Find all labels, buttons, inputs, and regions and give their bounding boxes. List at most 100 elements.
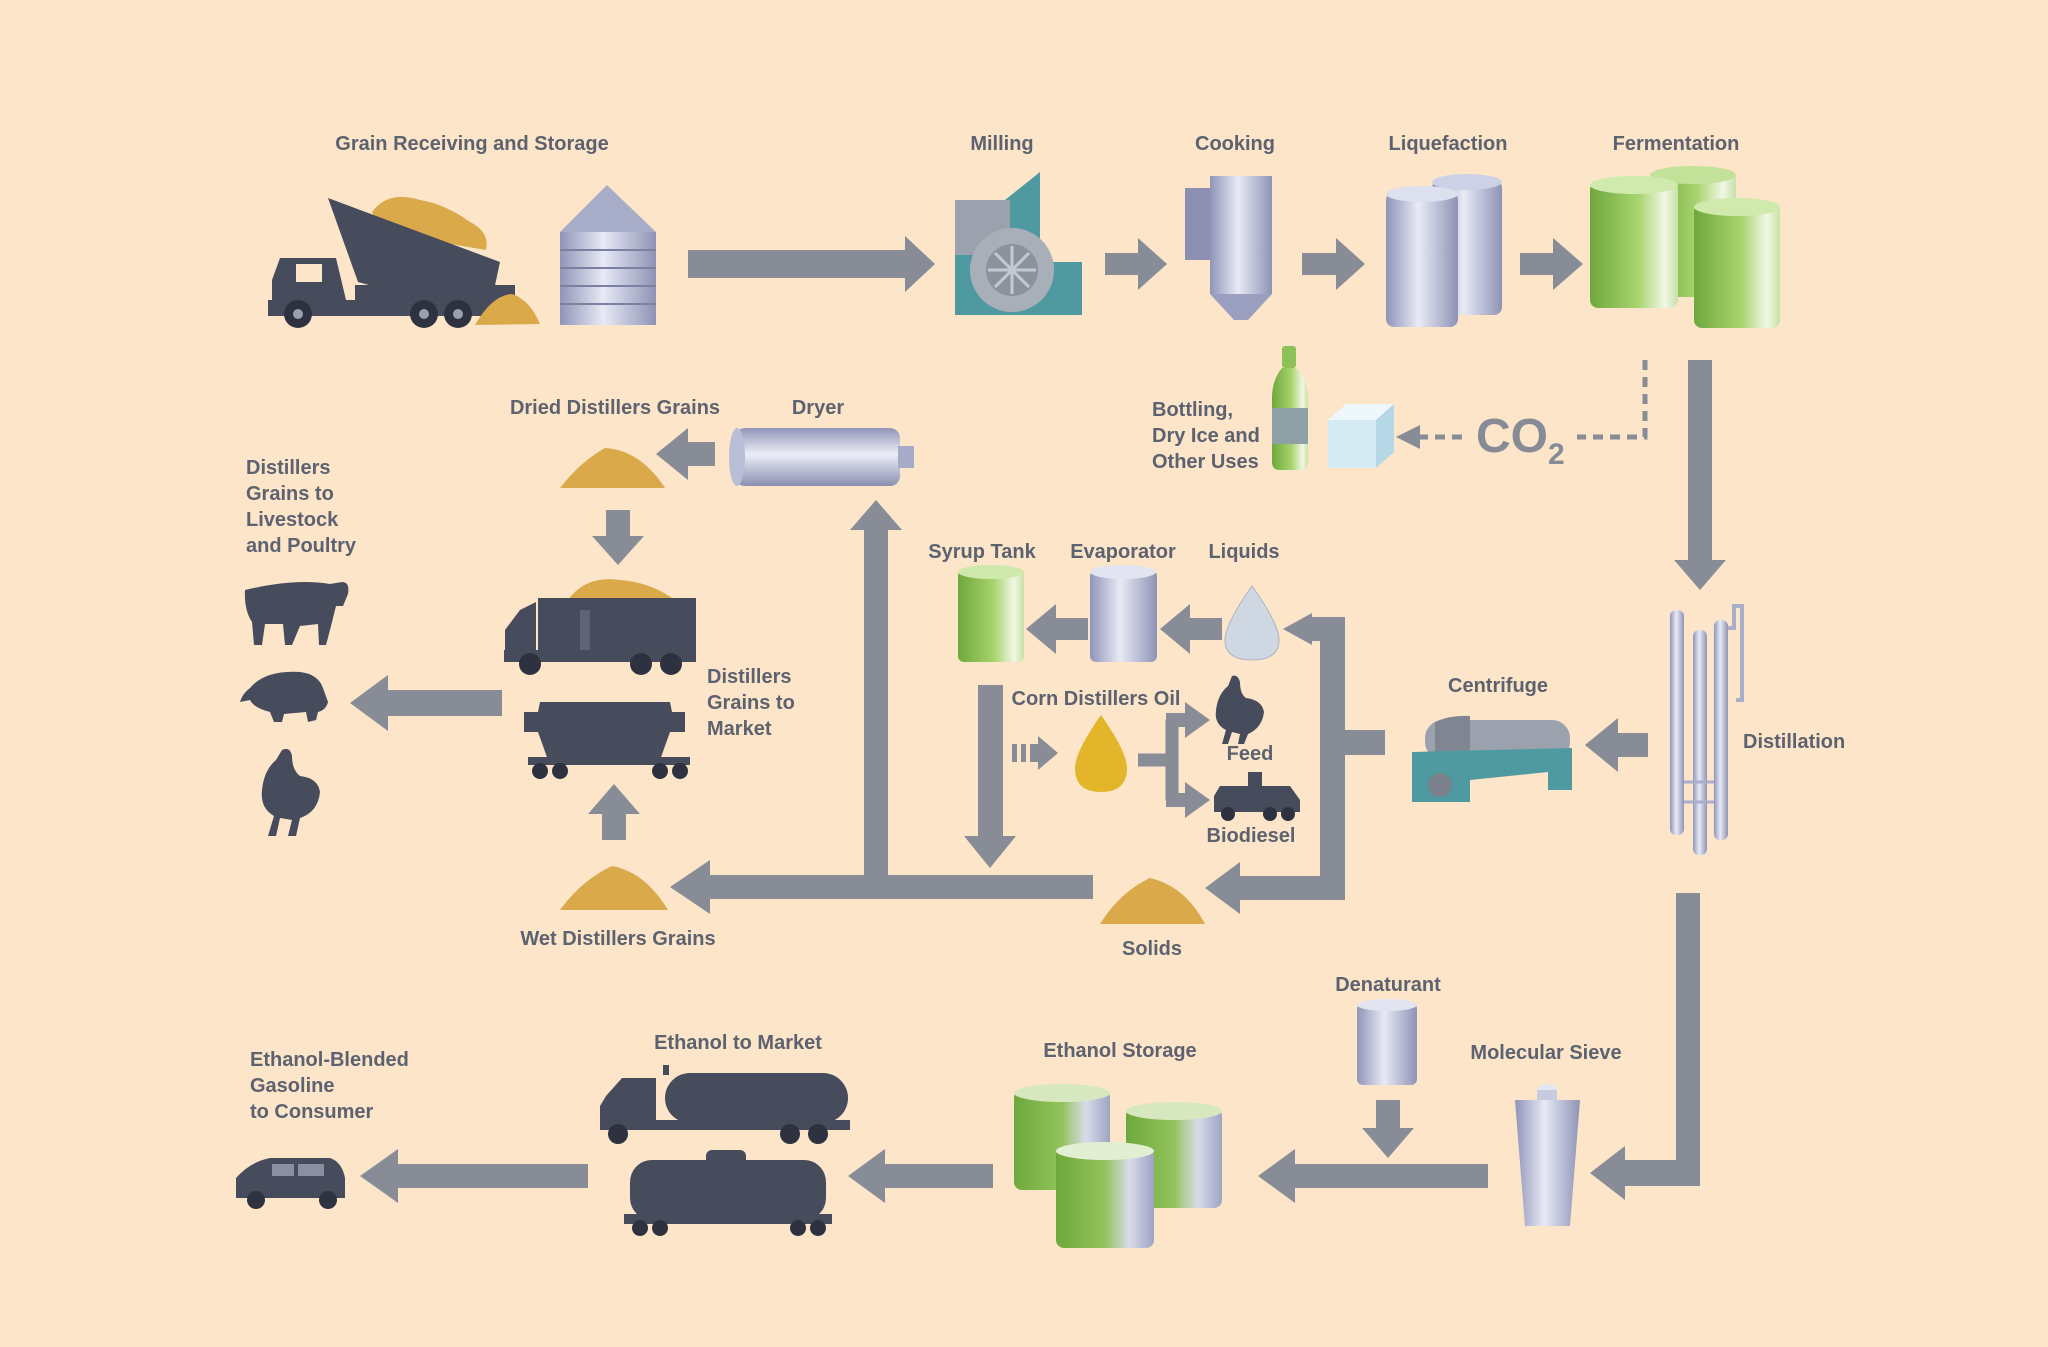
arrow-storage-to-milling — [688, 236, 935, 292]
arrow-syrup-down — [964, 685, 1016, 868]
syrup-tank-icon — [958, 565, 1024, 662]
arrow-sieve-to-storage — [1258, 1149, 1488, 1203]
label-market-line-3: Market — [707, 718, 772, 740]
label-ethanol-to-market: Ethanol to Market — [654, 1032, 822, 1054]
label-bottling-line-1: Bottling, — [1152, 399, 1233, 421]
label-syrup-tank: Syrup Tank — [928, 541, 1036, 563]
label-co2-main: CO — [1476, 410, 1548, 463]
dump-truck-icon — [268, 196, 540, 328]
arrow-fermentation-to-distillation — [1674, 360, 1726, 590]
evaporator-icon — [1090, 565, 1157, 662]
arrow-market-to-consumer — [360, 1149, 588, 1203]
silo-icon — [560, 185, 656, 325]
semi-truck-icon — [1214, 772, 1300, 821]
label-fermentation: Fermentation — [1613, 133, 1740, 155]
arrow-to-corn-oil — [1030, 736, 1058, 770]
feed-chicken-icon — [1215, 675, 1264, 744]
arrow-dried-grains-down — [592, 510, 644, 565]
label-ethanol-storage: Ethanol Storage — [1043, 1040, 1196, 1062]
label-centrifuge: Centrifuge — [1448, 675, 1548, 697]
arrow-cooking-to-liquefaction — [1302, 238, 1365, 290]
label-dryer: Dryer — [792, 397, 844, 419]
mill-icon — [955, 172, 1082, 315]
tanker-truck-icon — [600, 1065, 850, 1144]
dry-ice-icon — [1328, 404, 1394, 468]
label-wet-distillers-grains: Wet Distillers Grains — [520, 928, 715, 950]
label-denaturant: Denaturant — [1335, 974, 1441, 996]
tank-car-icon — [624, 1150, 832, 1236]
label-co2-subscript: 2 — [1548, 438, 1565, 471]
label-livestock-line-3: Livestock — [246, 509, 339, 531]
train-hopper-icon — [524, 702, 690, 779]
liquid-drop-icon — [1224, 585, 1280, 661]
label-cooking: Cooking — [1195, 133, 1275, 155]
label-liquids: Liquids — [1208, 541, 1279, 563]
denaturant-tank-icon — [1357, 999, 1417, 1085]
ethanol-storage-tanks-icon — [1014, 1084, 1222, 1248]
label-market-line-1: Distillers — [707, 666, 791, 688]
label-corn-distillers-oil: Corn Distillers Oil — [1012, 688, 1181, 710]
stage-labels: Grain Receiving and Storage Milling Cook… — [246, 133, 1845, 1123]
oil-drop-icon — [1075, 715, 1127, 792]
label-livestock-line-1: Distillers — [246, 457, 330, 479]
label-bottling-line-2: Dry Ice and — [1152, 425, 1260, 447]
label-biodiesel: Biodiesel — [1207, 825, 1296, 847]
label-molecular-sieve: Molecular Sieve — [1470, 1042, 1621, 1064]
car-icon — [236, 1158, 345, 1209]
molecular-sieve-icon — [1515, 1084, 1580, 1226]
chicken-icon — [261, 748, 320, 836]
arrow-market-to-livestock — [350, 675, 502, 731]
label-distillation: Distillation — [1743, 731, 1845, 753]
arrow-distillation-to-centrifuge — [1585, 718, 1648, 772]
label-dried-distillers-grains: Dried Distillers Grains — [510, 397, 720, 419]
pig-icon — [240, 671, 328, 722]
label-livestock-line-2: Grains to — [246, 483, 334, 505]
label-consumer-line-3: to Consumer — [250, 1101, 374, 1123]
bottle-icon — [1272, 346, 1308, 470]
label-evaporator: Evaporator — [1070, 541, 1176, 563]
label-grain-receiving: Grain Receiving and Storage — [335, 133, 608, 155]
label-feed: Feed — [1227, 743, 1274, 765]
arrow-denaturant-down — [1362, 1100, 1414, 1158]
arrow-wet-grains-up — [588, 784, 640, 840]
split-trunk — [1320, 617, 1345, 900]
label-consumer-line-2: Gasoline — [250, 1075, 334, 1097]
arrow-up-to-dryer — [850, 500, 902, 875]
arrow-oil-to-feed — [1166, 702, 1210, 738]
arrow-to-liquids — [1283, 613, 1320, 645]
wet-grain-pile-icon — [560, 866, 668, 910]
label-co2: CO2 — [1476, 410, 1565, 471]
label-consumer-line-1: Ethanol-Blended — [250, 1049, 409, 1071]
arrow-evaporator-to-syrup — [1026, 604, 1088, 654]
oil-dash-2 — [1021, 744, 1026, 762]
co2-dashed-line — [1420, 360, 1648, 440]
label-bottling-line-3: Other Uses — [1152, 451, 1259, 473]
co2-arrowhead — [1396, 425, 1420, 449]
arrow-distillation-to-sieve — [1590, 893, 1700, 1200]
flow-arrows — [350, 236, 1726, 1203]
label-market-line-2: Grains to — [707, 692, 795, 714]
split-stub — [1345, 730, 1385, 755]
oil-branch — [1138, 720, 1179, 800]
oil-dash-1 — [1012, 744, 1017, 762]
label-liquefaction: Liquefaction — [1389, 133, 1508, 155]
arrow-liquefaction-to-fermentation — [1520, 238, 1583, 290]
grain-pile-icon — [560, 448, 665, 488]
arrow-dryer-to-dried-grains — [656, 428, 715, 480]
label-milling: Milling — [970, 133, 1033, 155]
fermentation-tanks-icon — [1590, 166, 1780, 328]
label-solids: Solids — [1122, 938, 1182, 960]
cooker-icon — [1185, 176, 1272, 320]
solids-pile-icon — [1100, 878, 1205, 924]
arrow-to-wet-grains — [670, 860, 1093, 914]
dryer-icon — [729, 428, 914, 486]
arrow-storage-to-market — [848, 1149, 993, 1203]
arrow-to-solids — [1205, 862, 1320, 914]
liquefaction-tanks-icon — [1386, 174, 1502, 327]
cow-icon — [244, 582, 349, 645]
arrow-milling-to-cooking — [1105, 238, 1167, 290]
centrifuge-icon — [1412, 715, 1572, 802]
arrow-oil-to-biodiesel — [1166, 782, 1210, 818]
label-livestock-line-4: and Poultry — [246, 535, 357, 557]
